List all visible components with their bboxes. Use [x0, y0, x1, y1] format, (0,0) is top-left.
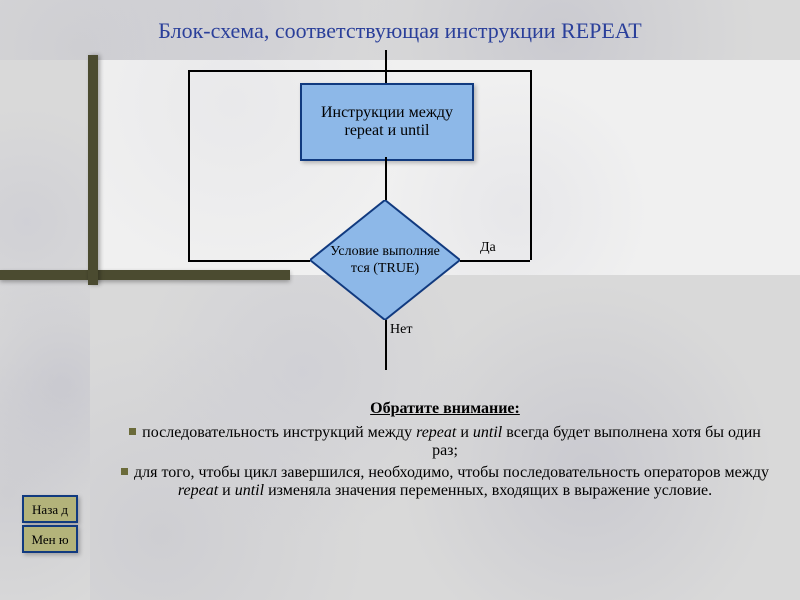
- label-no: Нет: [390, 322, 412, 338]
- decision-text: Условие выполняе тся (TRUE): [310, 200, 460, 320]
- edge-no: [385, 320, 387, 370]
- edge-box-to-diamond: [385, 157, 387, 200]
- edge-loop-left: [188, 70, 190, 260]
- notes-item: для того, чтобы цикл завершился, необход…: [120, 464, 770, 500]
- process-box: Инструкции междуrepeat и until: [300, 83, 474, 161]
- edge-yes-h1: [460, 260, 530, 262]
- deco-bar-h1: [0, 270, 90, 280]
- deco-bar-h2: [90, 270, 290, 280]
- edge-loop-top: [188, 70, 385, 72]
- slide: Блок-схема, соответствующая инструкции R…: [0, 0, 800, 600]
- back-button[interactable]: Наза д: [22, 495, 78, 523]
- edge-yes-v: [530, 70, 532, 260]
- deco-bar-v: [88, 55, 98, 285]
- page-title: Блок-схема, соответствующая инструкции R…: [0, 18, 800, 44]
- notes-item: последовательность инструкций между repe…: [120, 424, 770, 460]
- menu-button[interactable]: Мен ю: [22, 525, 78, 553]
- notes-block: Обратите внимание: последовательность инс…: [120, 400, 770, 504]
- edge-entry: [385, 50, 387, 83]
- decision-diamond: Условие выполняе тся (TRUE): [310, 200, 460, 320]
- bullet-icon: [121, 468, 128, 475]
- bullet-icon: [129, 428, 136, 435]
- edge-yes-h2: [385, 70, 530, 72]
- label-yes: Да: [480, 240, 496, 256]
- notes-heading: Обратите внимание:: [120, 400, 770, 418]
- edge-loop-bottom: [188, 260, 310, 262]
